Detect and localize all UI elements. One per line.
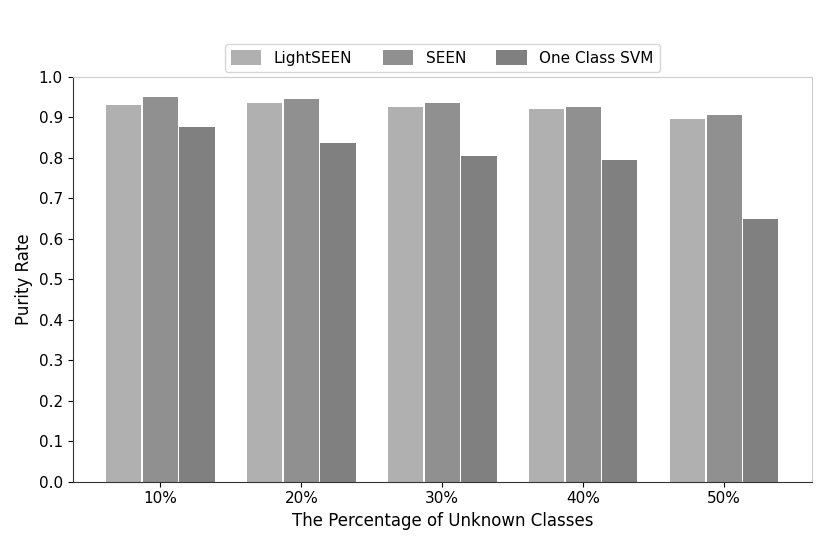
Bar xyxy=(247,103,282,482)
Bar xyxy=(461,155,496,482)
Bar xyxy=(179,127,215,482)
Bar xyxy=(320,143,356,482)
Bar xyxy=(670,119,705,482)
Bar xyxy=(602,160,638,482)
Bar xyxy=(388,107,423,482)
Y-axis label: Purity Rate: Purity Rate xyxy=(15,233,33,325)
Bar xyxy=(106,105,141,482)
Bar xyxy=(566,107,600,482)
Bar xyxy=(424,103,460,482)
Bar xyxy=(284,99,319,482)
Legend: LightSEEN, SEEN, One Class SVM: LightSEEN, SEEN, One Class SVM xyxy=(225,44,660,72)
Bar xyxy=(143,97,178,482)
X-axis label: The Percentage of Unknown Classes: The Percentage of Unknown Classes xyxy=(291,512,593,530)
Bar xyxy=(706,115,742,482)
Bar xyxy=(743,219,778,482)
Bar xyxy=(529,109,564,482)
